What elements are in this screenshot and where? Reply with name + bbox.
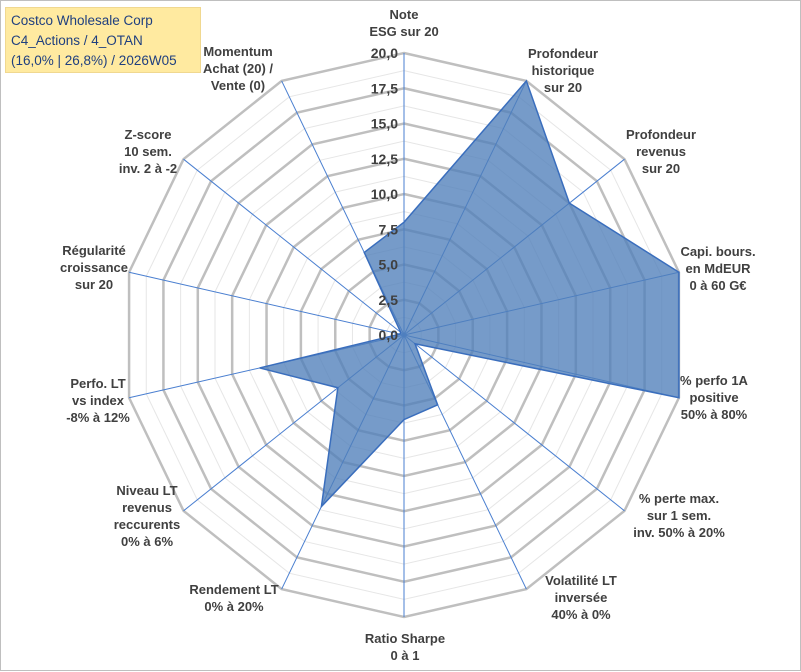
tick-label: 5,0 [379,257,399,273]
axis-label: Volatilité LT [545,573,617,588]
axis-label: Ratio Sharpe [365,631,445,646]
axis-label: 0% à 20% [204,599,264,614]
axis-label: reccurents [114,517,180,532]
axis-label: sur 20 [75,277,113,292]
axis-label: Momentum [203,44,272,59]
series-polygon [259,79,680,509]
axis-label: Achat (20) / [203,61,273,76]
axis-spoke [403,334,625,512]
chart-title-box: Costco Wholesale Corp C4_Actions / 4_OTA… [5,7,201,73]
tick-label: 12,5 [371,151,398,167]
axis-label: Profondeur [626,127,696,142]
axis-label: positive [689,390,738,405]
axis-label: revenus [636,144,686,159]
axis-label: sur 1 sem. [647,508,711,523]
axis-label: ESG sur 20 [369,24,438,39]
axis-label: 0 à 60 G€ [689,278,746,293]
axis-label: 40% à 0% [551,607,611,622]
axis-label: inv. 2 à -2 [119,161,177,176]
axis-label: % perte max. [639,491,719,506]
title-stats: (16,0% | 26,8%) / 2026W05 [11,53,177,68]
tick-label: 17,5 [371,80,398,96]
tick-label: 2,5 [379,292,399,308]
axis-label: Régularité [62,243,126,258]
tick-label: 7,5 [379,221,399,237]
tick-label: 0,0 [379,327,399,343]
axis-label: historique [532,63,595,78]
axis-label: croissance [60,260,128,275]
tick-layer: 0,0 2,5 5,0 7,5 10,0 12,5 15,0 17,5 20,0 [371,45,398,343]
axis-label: 50% à 80% [681,407,748,422]
axis-label: Note [390,7,419,22]
axis-label: revenus [122,500,172,515]
axis-label: inv. 50% à 20% [633,525,725,540]
axis-label: Z-score [125,127,172,142]
axis-label: 0 à 1 [391,648,420,663]
tick-label: 15,0 [371,116,398,132]
axis-label: Niveau LT [116,483,177,498]
axis-label: 0% à 6% [121,534,173,549]
axis-label: sur 20 [544,80,582,95]
axis-label: Perfo. LT [70,376,125,391]
axis-label: Vente (0) [211,78,265,93]
axis-label: en MdEUR [686,261,752,276]
axis-label: vs index [72,393,125,408]
axis-spoke [183,158,405,336]
tick-label: 10,0 [371,186,398,202]
axis-label: 10 sem. [124,144,172,159]
title-category: C4_Actions / 4_OTAN [11,33,143,48]
axis-label: Rendement LT [189,582,278,597]
axis-label: Profondeur [528,46,598,61]
title-company: Costco Wholesale Corp [11,13,153,28]
tick-label: 20,0 [371,45,398,61]
axis-label: inversée [555,590,608,605]
axis-label: % perfo 1A [680,373,749,388]
axis-spoke [128,271,405,336]
label-layer: Note ESG sur 20 Profondeur historique sur 20… [60,7,756,663]
series-layer [259,79,680,509]
axis-label: sur 20 [642,161,680,176]
axis-label: -8% à 12% [66,410,130,425]
axis-label: Capi. bours. [680,244,755,259]
